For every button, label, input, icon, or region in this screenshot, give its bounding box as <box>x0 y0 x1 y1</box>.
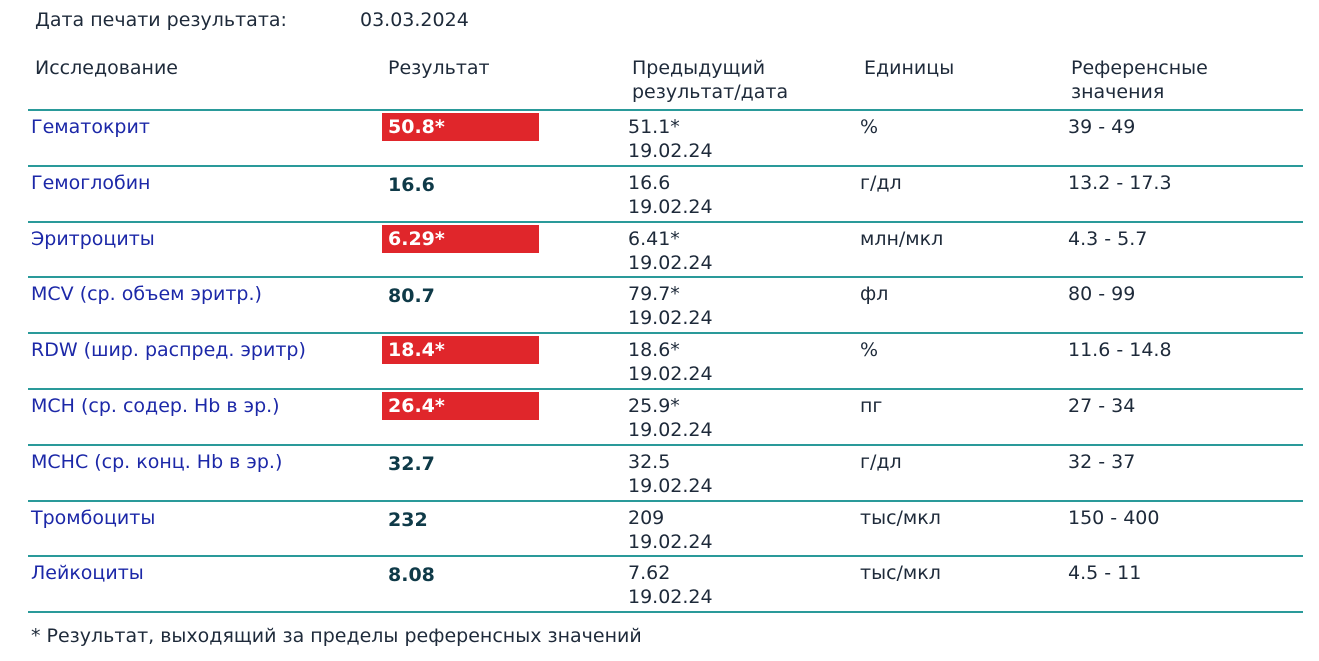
reference: 11.6 - 14.8 <box>1068 339 1172 362</box>
column-header: Исследование <box>35 57 179 79</box>
column-header: Единицы <box>864 57 955 79</box>
units: пг <box>860 395 883 417</box>
previous-date: 19.02.24 <box>628 474 713 497</box>
row-rule <box>28 388 1303 390</box>
reference: 4.5 - 11 <box>1068 562 1142 585</box>
reference: 80 - 99 <box>1068 283 1136 306</box>
result: 32.7 <box>388 452 435 475</box>
previous-date: 19.02.24 <box>628 363 713 386</box>
previous-date: 19.02.24 <box>628 530 713 553</box>
reference: 4.3 - 5.7 <box>1068 227 1148 250</box>
result-flagged: 6.29* <box>382 224 539 253</box>
result-flagged: 26.4* <box>382 392 539 420</box>
test-name: RDW (шир. распред. эритр) <box>31 339 306 362</box>
units: % <box>860 339 879 362</box>
print-date-label: Дата печати результата: <box>35 9 287 31</box>
row-rule <box>28 165 1303 167</box>
units: тыс/мкл <box>860 506 941 529</box>
test-name: MCHC (ср. конц. Hb в эр.) <box>31 450 283 473</box>
previous-result: 209 <box>628 506 665 529</box>
result-flagged: 50.8* <box>382 113 539 141</box>
previous-result: 6.41* <box>628 227 680 250</box>
previous-result: 32.5 <box>628 450 671 473</box>
units: тыс/мкл <box>860 562 941 585</box>
units: г/дл <box>860 171 902 194</box>
result-flagged: 18.4* <box>382 336 539 365</box>
test-name: Лейкоциты <box>31 562 144 585</box>
previous-result: 25.9* <box>628 395 680 417</box>
row-rule <box>28 221 1303 223</box>
row-rule <box>28 500 1303 502</box>
row-rule <box>28 555 1303 557</box>
row-rule <box>28 332 1303 334</box>
units: % <box>860 116 879 138</box>
result: 8.08 <box>388 564 435 587</box>
print-date: 03.03.2024 <box>360 9 469 31</box>
units: фл <box>860 283 889 306</box>
test-name: MCV (ср. объем эритр.) <box>31 283 262 306</box>
reference: 32 - 37 <box>1068 450 1136 473</box>
previous-date: 19.02.24 <box>628 140 713 162</box>
reference: 39 - 49 <box>1068 116 1136 138</box>
column-header: Предыдущий результат/дата <box>632 57 789 103</box>
test-name: MCH (ср. содер. Hb в эр.) <box>31 395 280 417</box>
row-rule <box>28 444 1303 446</box>
previous-date: 19.02.24 <box>628 251 713 274</box>
test-name: Тромбоциты <box>31 506 156 529</box>
footnote: * Результат, выходящий за пределы рефере… <box>31 625 642 647</box>
row-rule <box>28 109 1303 111</box>
previous-result: 79.7* <box>628 283 680 306</box>
test-name: Эритроциты <box>31 227 155 250</box>
units: г/дл <box>860 450 902 473</box>
previous-date: 19.02.24 <box>628 307 713 330</box>
previous-result: 16.6 <box>628 171 671 194</box>
result: 80.7 <box>388 285 435 308</box>
previous-result: 7.62 <box>628 562 671 585</box>
reference: 27 - 34 <box>1068 395 1136 417</box>
column-header: Референсные значения <box>1071 57 1208 103</box>
result: 16.6 <box>388 173 435 196</box>
result: 232 <box>388 508 428 531</box>
row-rule <box>28 611 1303 613</box>
reference: 150 - 400 <box>1068 506 1160 529</box>
row-rule <box>28 276 1303 278</box>
previous-result: 51.1* <box>628 116 680 138</box>
previous-date: 19.02.24 <box>628 195 713 218</box>
column-header: Результат <box>388 57 490 79</box>
test-name: Гемоглобин <box>31 171 151 194</box>
previous-date: 19.02.24 <box>628 419 713 441</box>
previous-result: 18.6* <box>628 339 680 362</box>
previous-date: 19.02.24 <box>628 586 713 609</box>
reference: 13.2 - 17.3 <box>1068 171 1172 194</box>
test-name: Гематокрит <box>31 116 150 138</box>
units: млн/мкл <box>860 227 944 250</box>
